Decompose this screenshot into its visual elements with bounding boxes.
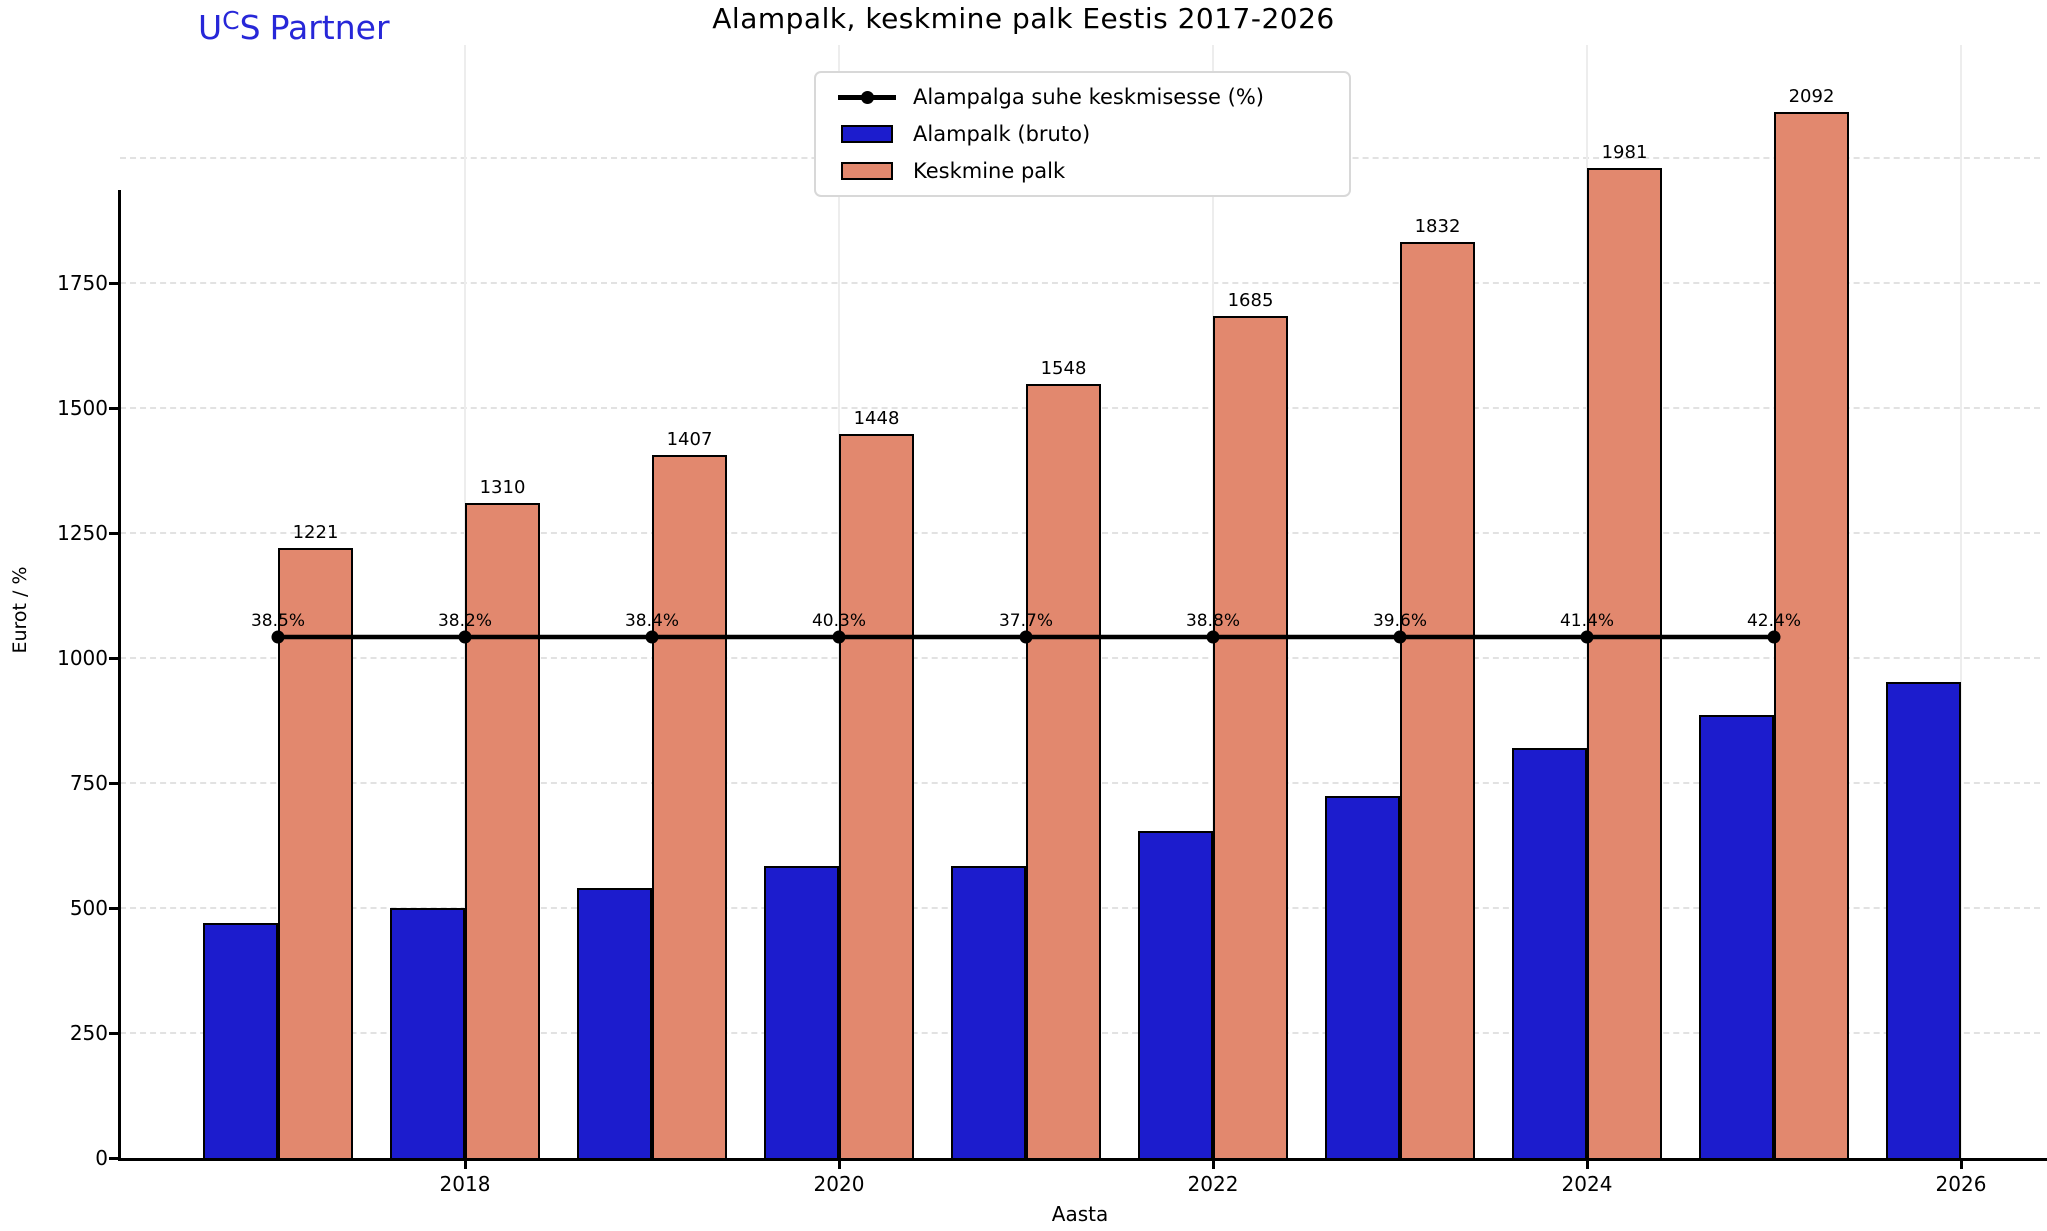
x-tick-label-2022: 2022: [1187, 1172, 1239, 1196]
bar-keskmine-2018: [465, 503, 540, 1160]
ratio-label-2022: 38.8%: [1185, 611, 1240, 631]
x-tickmark-2024: [1586, 1160, 1589, 1169]
bar-alampalk-2025: [1699, 715, 1774, 1160]
bar-alampalk-2023: [1325, 795, 1400, 1160]
bar-value-label-2022: 1685: [1227, 289, 1274, 311]
bar-alampalk-2026: [1886, 681, 1961, 1160]
bar-keskmine-2024: [1587, 167, 1662, 1160]
gridline-vertical: [1960, 45, 1962, 1158]
y-tick-label-500: 500: [69, 896, 108, 920]
bar-alampalk-2020: [764, 866, 839, 1160]
ratio-label-2018: 38.2%: [437, 611, 492, 631]
legend-line-sample-icon: [838, 90, 896, 104]
legend-patch-icon: [841, 125, 893, 143]
ratio-label-2020: 40.3%: [811, 611, 866, 631]
y-tickmark-1750: [109, 282, 118, 285]
bar-value-label-2023: 1832: [1414, 216, 1461, 237]
x-tick-label-2026: 2026: [1935, 1172, 1987, 1196]
y-tick-label-1500: 1500: [57, 396, 108, 420]
y-tickmark-1000: [109, 657, 118, 660]
x-axis-spine: [118, 1158, 2047, 1161]
bar-alampalk-2019: [577, 888, 652, 1160]
ratio-label-2024: 41.4%: [1559, 611, 1614, 631]
x-tickmark-2022: [1212, 1160, 1215, 1169]
bar-keskmine-2019: [652, 454, 727, 1160]
bar-value-label-2017: 1221: [292, 521, 339, 543]
legend-label: Alampalk (bruto): [913, 122, 1091, 146]
y-tickmark-500: [109, 907, 118, 910]
logo-letter-c-superscript: C: [222, 6, 240, 35]
y-tickmark-0: [109, 1157, 118, 1160]
bar-keskmine-2020: [839, 434, 914, 1160]
y-tick-label-1000: 1000: [57, 646, 108, 670]
bar-keskmine-2017: [278, 547, 353, 1160]
y-axis-spine: [118, 190, 121, 1160]
legend-row: Alampalk (bruto): [838, 119, 1349, 150]
x-tickmark-2026: [1960, 1160, 1963, 1169]
bar-value-label-2024: 1981: [1601, 141, 1648, 163]
bar-alampalk-2022: [1138, 831, 1213, 1160]
logo-letter-s: S: [239, 8, 261, 47]
legend-color-patch-icon: [838, 162, 896, 180]
bar-value-label-2020: 1448: [853, 408, 900, 429]
y-tick-label-1750: 1750: [57, 271, 108, 295]
bar-alampalk-2018: [390, 908, 465, 1160]
y-tickmark-750: [109, 782, 118, 785]
y-tick-label-0: 0: [95, 1146, 108, 1170]
x-tickmark-2020: [838, 1160, 841, 1169]
ratio-label-2023: 39.6%: [1372, 611, 1427, 631]
bar-value-label-2018: 1310: [479, 477, 526, 498]
bar-keskmine-2025: [1774, 112, 1849, 1160]
bar-alampalk-2024: [1512, 748, 1587, 1160]
legend-color-patch-icon: [838, 125, 896, 143]
logo-letter-u: U: [198, 8, 223, 47]
ratio-label-2019: 38.4%: [624, 611, 679, 631]
legend-row: Keskmine palk: [838, 156, 1349, 187]
gridline-horizontal: [120, 282, 2040, 284]
bar-value-label-2025: 2092: [1788, 86, 1835, 107]
x-tick-label-2018: 2018: [439, 1172, 491, 1196]
bar-alampalk-2017: [203, 923, 278, 1160]
chart-title: Alampalk, keskmine palk Eestis 2017-2026: [712, 2, 1335, 35]
x-tickmark-2018: [464, 1160, 467, 1169]
legend-label: Alampalga suhe keskmisesse (%): [913, 85, 1264, 109]
x-axis-label: Aasta: [1051, 1202, 1109, 1226]
x-tick-label-2024: 2024: [1561, 1172, 1613, 1196]
bar-value-label-2019: 1407: [666, 428, 713, 450]
x-tick-label-2020: 2020: [813, 1172, 865, 1196]
logo-wordmark: Partner: [269, 8, 390, 47]
y-tickmark-1500: [109, 407, 118, 410]
y-tick-label-750: 750: [69, 771, 108, 795]
ucs-partner-logo: UCS Partner: [198, 6, 390, 47]
legend-label: Keskmine palk: [913, 159, 1066, 183]
y-tick-label-250: 250: [69, 1021, 108, 1045]
y-tick-label-1250: 1250: [57, 521, 108, 545]
y-tickmark-1250: [109, 532, 118, 535]
ratio-label-2025: 42.4%: [1746, 611, 1801, 631]
bar-keskmine-2021: [1026, 384, 1101, 1160]
legend-patch-icon: [841, 162, 893, 180]
bar-value-label-2021: 1548: [1040, 358, 1087, 379]
bar-keskmine-2022: [1213, 315, 1288, 1160]
legend-row: Alampalga suhe keskmisesse (%): [838, 82, 1349, 113]
bar-alampalk-2021: [951, 866, 1026, 1160]
bar-keskmine-2023: [1400, 242, 1475, 1160]
ratio-label-2017: 38.5%: [250, 611, 305, 631]
legend-marker-dot-icon: [861, 90, 874, 104]
y-tickmark-250: [109, 1032, 118, 1035]
chart-legend: Alampalga suhe keskmisesse (%) Alampalk (…: [814, 71, 1351, 197]
ratio-label-2021: 37.7%: [998, 611, 1053, 631]
